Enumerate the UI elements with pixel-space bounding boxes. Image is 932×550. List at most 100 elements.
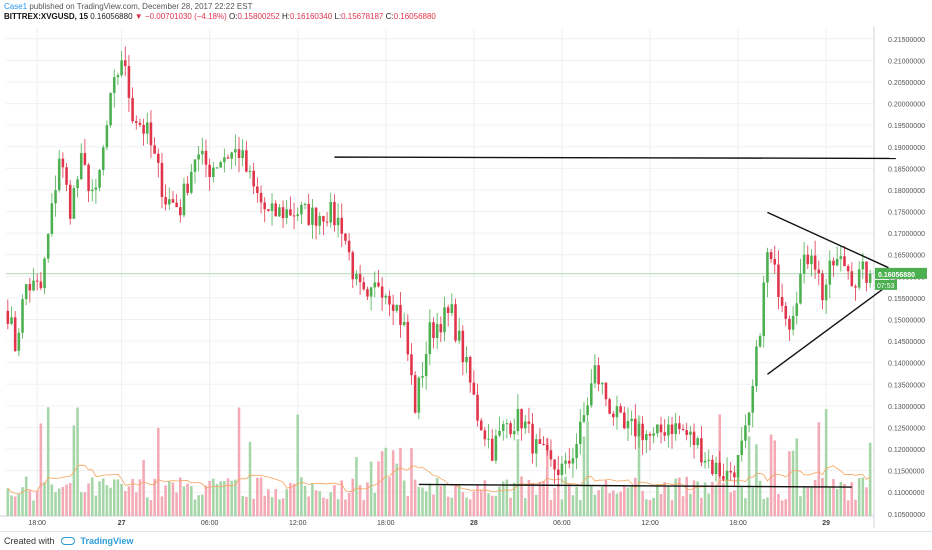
candle-body [325, 221, 329, 223]
candle-body [87, 164, 90, 192]
low-value: 0.15678187 [341, 12, 384, 21]
open-label: O: [228, 12, 238, 21]
y-tick-label: 0.13500000 [888, 382, 925, 389]
volume-bar [39, 423, 43, 516]
volume-bar [234, 479, 237, 516]
volume-bar [57, 488, 61, 516]
volume-bar [637, 415, 641, 516]
volume-bar [98, 481, 101, 516]
volume-bar [799, 496, 802, 516]
candle-body [336, 217, 340, 226]
candle-body [846, 266, 850, 272]
candle-body [468, 357, 472, 383]
candle-body [347, 240, 351, 253]
candle-body [865, 261, 868, 283]
volume-bar [204, 485, 208, 516]
candle-body [182, 183, 186, 216]
volume-bar [391, 450, 395, 516]
volume-bar [700, 497, 703, 516]
volume-bar [311, 483, 314, 516]
candle-body [234, 149, 237, 153]
volume-bar [149, 500, 153, 516]
high-label: H: [281, 12, 290, 21]
candle-body [6, 310, 10, 324]
candle-body [857, 269, 861, 288]
volume-bar [490, 495, 494, 516]
candle-body [681, 429, 685, 431]
trendline [418, 483, 852, 488]
candle-body [498, 430, 501, 436]
candle-body [17, 332, 21, 351]
candle-body [560, 463, 564, 476]
candle-body [711, 459, 714, 475]
candle-body [127, 66, 131, 98]
volume-bar [589, 485, 593, 516]
tradingview-brand[interactable]: TradingView [80, 536, 134, 546]
volume-bar [179, 477, 182, 516]
candle-body [780, 296, 784, 306]
volume-bar [828, 486, 832, 516]
volume-bar [263, 495, 266, 516]
created-with-text: Created with [4, 536, 55, 546]
candle-body [729, 470, 733, 473]
volume-bar [832, 478, 835, 516]
y-tick-label: 0.13000000 [888, 404, 925, 411]
candle-body [230, 152, 233, 159]
volume-bar [340, 480, 344, 516]
candle-body [219, 162, 222, 168]
candle-body [351, 252, 355, 280]
down-arrow-icon: ▼ [134, 12, 143, 21]
candle-body [461, 330, 465, 363]
volume-bar [193, 499, 197, 516]
candle-body [259, 192, 263, 203]
x-tick-label: 27 [118, 520, 126, 527]
volume-bar [190, 486, 193, 516]
candle-body [201, 150, 204, 155]
trendline [767, 284, 889, 375]
volume-bar [839, 481, 843, 516]
candle-body [120, 60, 123, 76]
candle-body [615, 406, 619, 418]
volume-bar [703, 482, 707, 516]
candle-body [725, 470, 729, 480]
candle-body [549, 450, 553, 460]
volume-bar [850, 482, 854, 516]
author-link[interactable]: Case1 [4, 2, 28, 11]
candle-body [744, 425, 747, 441]
volume-bar [707, 493, 710, 516]
y-tick-label: 0.16500000 [888, 253, 925, 260]
candle-body [307, 203, 311, 225]
candle-body [755, 346, 758, 387]
candle-body [65, 167, 68, 185]
candle-body [567, 460, 571, 464]
volume-bar [17, 494, 21, 516]
candle-body [714, 462, 718, 475]
candle-body [476, 394, 479, 421]
volume-bar [450, 497, 454, 516]
candle-body [186, 183, 189, 193]
candle-body [311, 207, 314, 225]
volume-bar [857, 478, 861, 516]
volume-bar [156, 427, 160, 516]
volume-bar [79, 491, 83, 516]
volume-bar [802, 487, 806, 516]
candle-body [674, 423, 677, 434]
price-chart[interactable]: 0.21500000 0.21000000 0.20500000 0.20000000… [0, 26, 932, 531]
volume-bar [171, 482, 175, 516]
volume-bar [278, 499, 281, 516]
candle-body [634, 418, 637, 437]
volume-bar [443, 485, 446, 516]
candle-body [369, 287, 373, 297]
candle-body [538, 439, 542, 445]
volume-bar [65, 484, 68, 516]
candle-body [494, 435, 498, 461]
volume-bar [626, 487, 630, 516]
candle-body [362, 282, 366, 290]
symbol-label: BITTREX:XVGUSD, 15 [4, 12, 89, 21]
candle-body [190, 171, 193, 193]
volume-bar [351, 478, 355, 516]
volume-bar [685, 476, 688, 516]
volume-bar [120, 483, 123, 516]
candle-body [322, 216, 325, 222]
candle-body [487, 438, 490, 440]
